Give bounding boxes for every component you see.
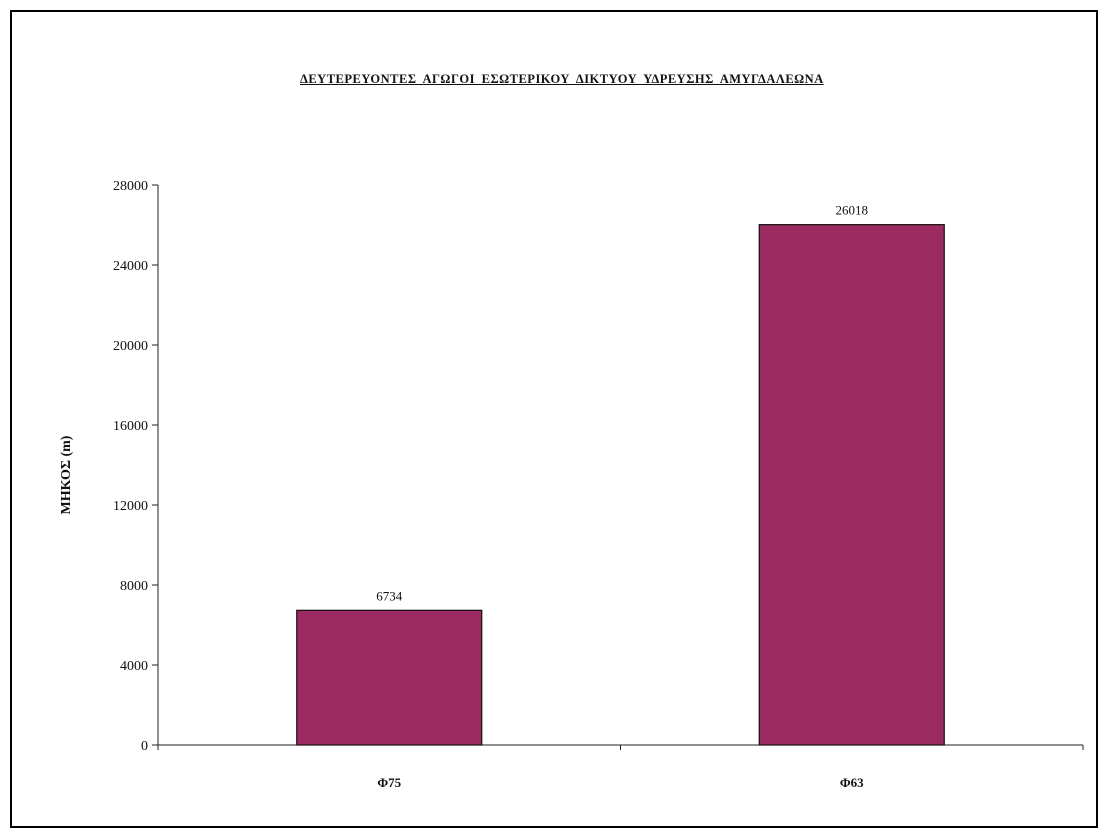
y-tick-label: 20000: [113, 339, 148, 354]
x-category-label: Φ63: [840, 775, 864, 790]
y-tick-label: 12000: [113, 499, 148, 514]
y-tick-label: 0: [141, 739, 148, 754]
y-tick-label: 8000: [120, 579, 148, 594]
data-label: 6734: [376, 588, 403, 603]
data-label: 26018: [836, 203, 869, 218]
y-tick-label: 28000: [113, 179, 148, 194]
bar-Φ75: [296, 609, 483, 746]
y-tick-label: 16000: [113, 419, 148, 434]
y-tick-label: 4000: [120, 659, 148, 674]
chart-title: ΔΕΥΤΕΡΕΥΟΝΤΕΣ ΑΓΩΓΟΙ ΕΣΩΤΕΡΙΚΟΥ ΔΙΚΤΥΟΥ …: [300, 72, 824, 86]
bar-Φ63: [758, 224, 945, 746]
y-axis-label: ΜΗΚΟΣ (m): [59, 435, 74, 514]
x-category-label: Φ75: [377, 775, 401, 790]
y-tick-label: 24000: [113, 259, 148, 274]
plot-area: 0 4000 8000 12000 16000 20000 24000 28000 6734 Φ7…: [59, 179, 1084, 790]
